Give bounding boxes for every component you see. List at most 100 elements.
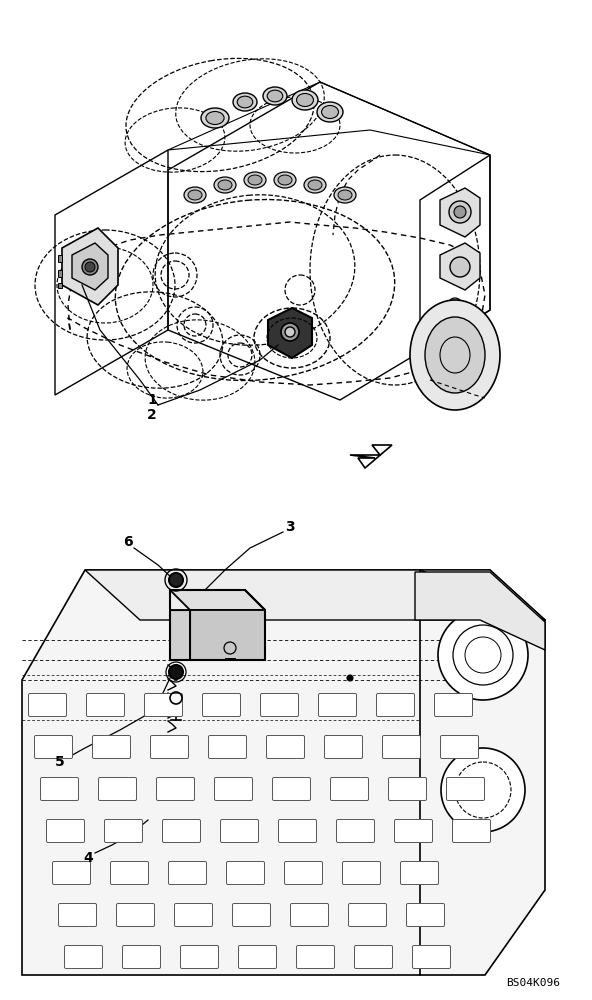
Polygon shape: [440, 188, 480, 237]
FancyBboxPatch shape: [401, 861, 439, 884]
Ellipse shape: [317, 102, 343, 122]
Circle shape: [461, 324, 469, 332]
Text: 6: 6: [123, 535, 133, 549]
FancyBboxPatch shape: [272, 778, 310, 800]
Ellipse shape: [244, 172, 266, 188]
FancyBboxPatch shape: [175, 904, 213, 926]
Polygon shape: [72, 243, 108, 290]
Circle shape: [454, 206, 466, 218]
FancyBboxPatch shape: [388, 778, 426, 800]
Text: 3: 3: [285, 520, 295, 534]
FancyBboxPatch shape: [28, 694, 66, 716]
Polygon shape: [268, 308, 312, 358]
Polygon shape: [190, 610, 265, 660]
FancyBboxPatch shape: [227, 861, 265, 884]
FancyBboxPatch shape: [105, 820, 143, 842]
Circle shape: [450, 257, 470, 277]
Ellipse shape: [237, 96, 253, 108]
FancyBboxPatch shape: [285, 861, 323, 884]
FancyBboxPatch shape: [98, 778, 137, 800]
Text: 1: 1: [147, 393, 157, 407]
FancyBboxPatch shape: [150, 736, 188, 758]
Circle shape: [438, 610, 528, 700]
FancyBboxPatch shape: [266, 736, 304, 758]
Ellipse shape: [206, 111, 224, 124]
FancyBboxPatch shape: [394, 820, 433, 842]
Circle shape: [451, 301, 459, 309]
FancyBboxPatch shape: [413, 946, 451, 968]
Ellipse shape: [297, 94, 313, 106]
Polygon shape: [440, 243, 480, 290]
Ellipse shape: [308, 180, 322, 190]
Circle shape: [441, 748, 525, 832]
Circle shape: [448, 298, 462, 312]
FancyBboxPatch shape: [239, 946, 276, 968]
FancyBboxPatch shape: [233, 904, 271, 926]
Ellipse shape: [263, 87, 287, 105]
FancyBboxPatch shape: [40, 778, 79, 800]
Polygon shape: [85, 570, 545, 620]
FancyBboxPatch shape: [86, 694, 124, 716]
Ellipse shape: [201, 108, 229, 128]
Circle shape: [82, 259, 98, 275]
Polygon shape: [58, 270, 62, 277]
Ellipse shape: [184, 187, 206, 203]
FancyBboxPatch shape: [324, 736, 362, 758]
Circle shape: [449, 201, 471, 223]
Polygon shape: [58, 283, 62, 288]
Ellipse shape: [278, 175, 292, 185]
FancyBboxPatch shape: [202, 694, 240, 716]
FancyBboxPatch shape: [446, 778, 484, 800]
Polygon shape: [58, 255, 62, 262]
Ellipse shape: [233, 93, 257, 111]
FancyBboxPatch shape: [343, 861, 381, 884]
Circle shape: [426, 318, 434, 326]
Ellipse shape: [274, 172, 296, 188]
FancyBboxPatch shape: [47, 820, 85, 842]
FancyBboxPatch shape: [92, 736, 130, 758]
FancyBboxPatch shape: [34, 736, 72, 758]
FancyBboxPatch shape: [111, 861, 149, 884]
Text: 4: 4: [83, 851, 93, 865]
FancyBboxPatch shape: [452, 820, 491, 842]
Circle shape: [458, 321, 472, 335]
Ellipse shape: [218, 180, 232, 190]
FancyBboxPatch shape: [208, 736, 246, 758]
Text: 2: 2: [147, 408, 157, 422]
Circle shape: [85, 262, 95, 272]
Polygon shape: [22, 570, 545, 975]
Ellipse shape: [410, 300, 500, 410]
Text: BS04K096: BS04K096: [506, 978, 560, 988]
Polygon shape: [170, 590, 265, 610]
Polygon shape: [170, 610, 190, 660]
FancyBboxPatch shape: [407, 904, 445, 926]
Circle shape: [169, 573, 183, 587]
FancyBboxPatch shape: [65, 946, 102, 968]
FancyBboxPatch shape: [440, 736, 478, 758]
FancyBboxPatch shape: [291, 904, 329, 926]
FancyBboxPatch shape: [123, 946, 160, 968]
Polygon shape: [350, 445, 392, 468]
Ellipse shape: [267, 90, 283, 102]
Circle shape: [169, 665, 183, 679]
FancyBboxPatch shape: [355, 946, 392, 968]
FancyBboxPatch shape: [156, 778, 195, 800]
FancyBboxPatch shape: [382, 736, 420, 758]
FancyBboxPatch shape: [53, 861, 91, 884]
Text: 5: 5: [55, 755, 65, 769]
Circle shape: [281, 323, 299, 341]
FancyBboxPatch shape: [220, 820, 259, 842]
FancyBboxPatch shape: [260, 694, 298, 716]
FancyBboxPatch shape: [181, 946, 218, 968]
Ellipse shape: [338, 190, 352, 200]
FancyBboxPatch shape: [278, 820, 317, 842]
FancyBboxPatch shape: [144, 694, 182, 716]
Circle shape: [423, 315, 437, 329]
Ellipse shape: [334, 187, 356, 203]
Circle shape: [347, 675, 353, 681]
Circle shape: [446, 326, 454, 334]
Circle shape: [443, 323, 457, 337]
FancyBboxPatch shape: [297, 946, 334, 968]
Ellipse shape: [304, 177, 326, 193]
Polygon shape: [62, 228, 118, 305]
